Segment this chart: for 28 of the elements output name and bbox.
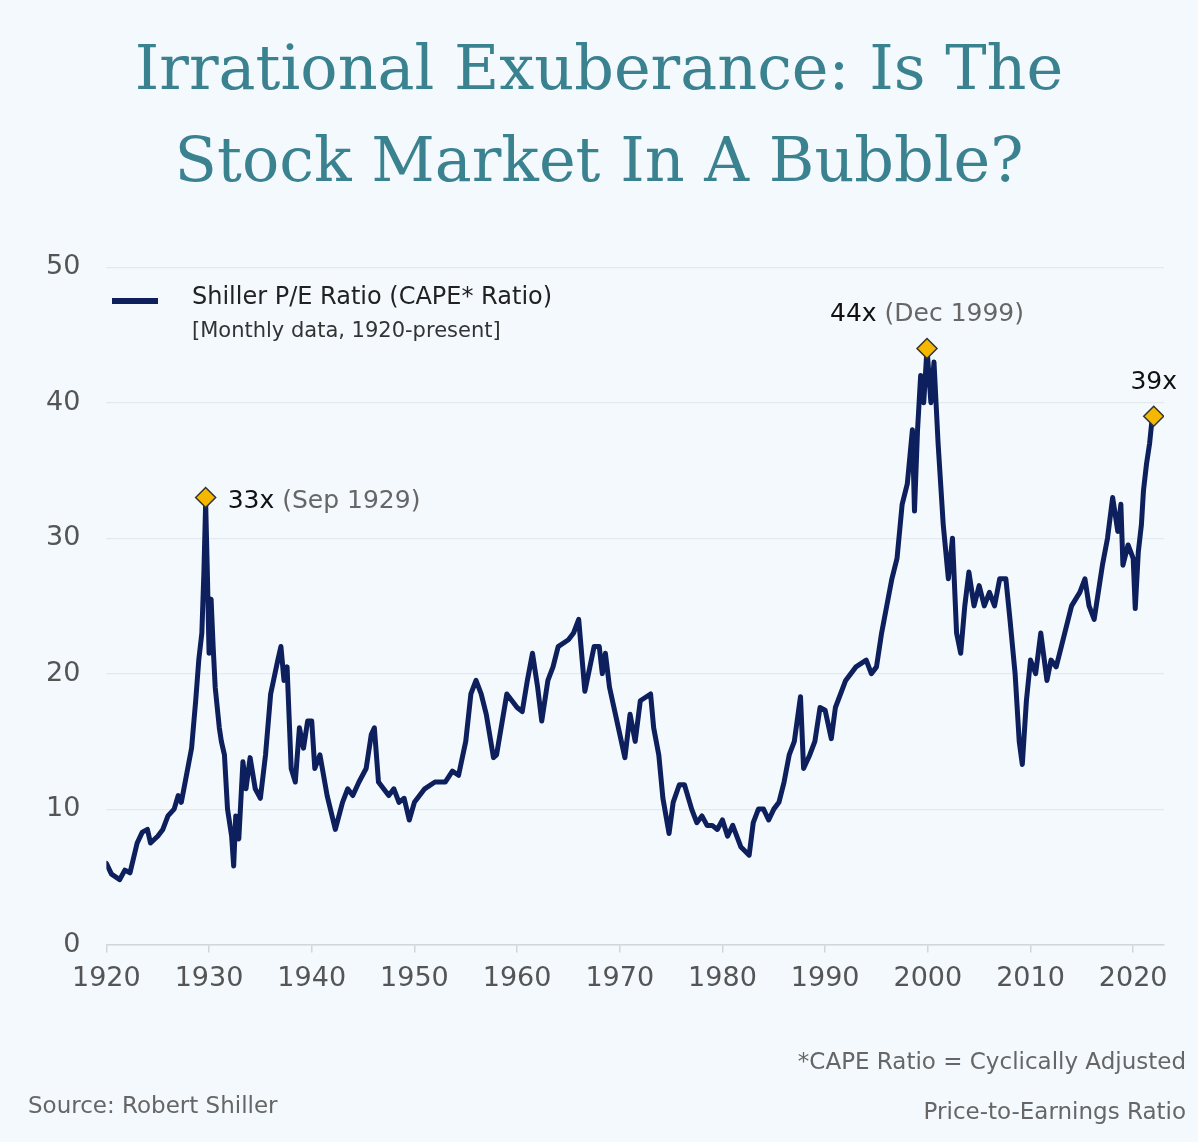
annotation: [Monthly data, 1920-present] xyxy=(192,318,502,342)
y-tick-label: 30 xyxy=(46,520,81,552)
legend-label: Shiller P/E Ratio (CAPE* Ratio) xyxy=(192,282,553,310)
text: *CAPE Ratio = Cyclically Adjusted Price-to-Earnings Ratio xyxy=(796,1047,1186,1126)
point xyxy=(916,337,938,360)
point xyxy=(194,486,217,509)
y-tick-label: 10 xyxy=(46,791,81,823)
x-tick-label: 1960 xyxy=(482,960,552,992)
y-tick-label: 40 xyxy=(46,384,81,416)
chart-title: Irrational Exuberance: Is The Stock Market In A Bubble? xyxy=(133,30,1065,198)
point xyxy=(1142,405,1164,427)
x-tick-label: 2010 xyxy=(996,960,1065,992)
x-tick-label: 1950 xyxy=(380,960,449,992)
data-label: 39x xyxy=(1130,365,1178,395)
x-tick-label: 1940 xyxy=(277,960,347,992)
source-note: Source: Robert Shiller xyxy=(28,1092,278,1118)
data-label: 33x (Sep 1929) xyxy=(227,485,421,515)
x-tick-label: 2000 xyxy=(893,960,963,992)
x-tick-label: 1930 xyxy=(174,960,244,992)
y-tick-label: 20 xyxy=(46,655,81,687)
data-label: 44x (Dec 1999) xyxy=(830,297,1025,327)
x-tick-label: 2020 xyxy=(1098,960,1168,992)
x-tick-label: 1970 xyxy=(585,960,655,992)
y-tick-label: 50 xyxy=(46,249,81,281)
x-tick-label: 1990 xyxy=(790,960,860,992)
y-tick-label: 0 xyxy=(63,926,81,958)
x-tick-label: 1920 xyxy=(72,960,141,992)
x-tick-label: 1980 xyxy=(688,960,757,992)
